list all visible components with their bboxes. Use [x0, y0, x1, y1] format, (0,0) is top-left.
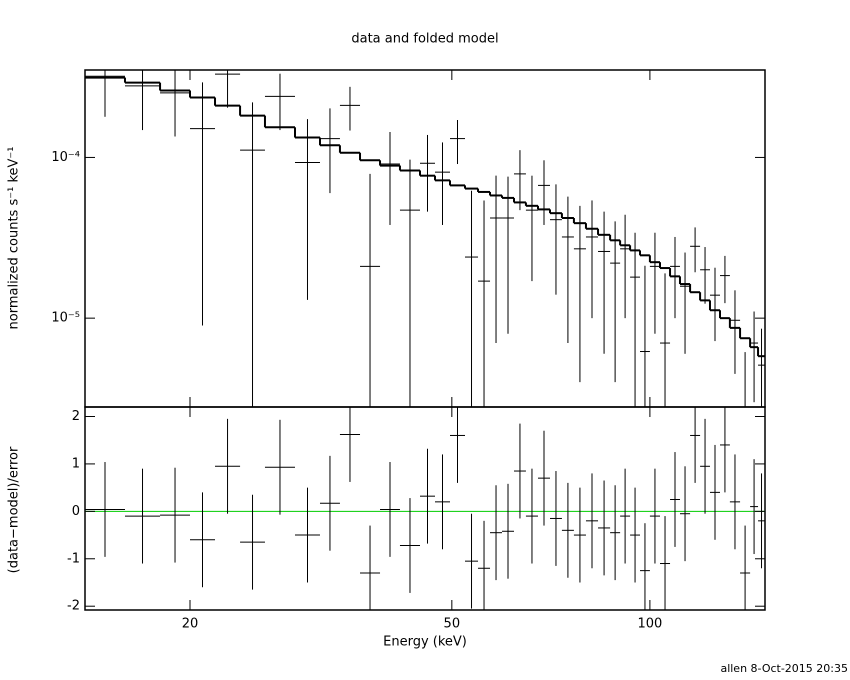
x-tick-label: 100: [637, 617, 662, 632]
x-tick-label: 20: [182, 617, 199, 632]
x-tick-label: 50: [444, 617, 461, 632]
y-tick-label: -2: [67, 599, 80, 614]
y-axis-label: (data−model)/error: [7, 446, 22, 573]
y-tick-label: 1: [72, 456, 80, 471]
plot-frame: [84, 69, 766, 408]
plot-area: [85, 407, 765, 610]
y-tick-label: 10⁻⁵: [51, 311, 80, 326]
chart-title: data and folded model: [351, 32, 498, 47]
plot-frame: [84, 406, 766, 611]
y-tick-label: 0: [72, 504, 80, 519]
y-tick-label: 10⁻⁴: [51, 150, 80, 165]
plot-area: [85, 70, 765, 407]
y-axis-label: normalized counts s⁻¹ keV⁻¹: [7, 147, 22, 330]
y-tick-label: 2: [72, 409, 80, 424]
footer: allen 8-Oct-2015 20:35: [720, 662, 848, 675]
x-axis-label: Energy (keV): [383, 635, 467, 650]
y-tick-label: -1: [67, 551, 80, 566]
